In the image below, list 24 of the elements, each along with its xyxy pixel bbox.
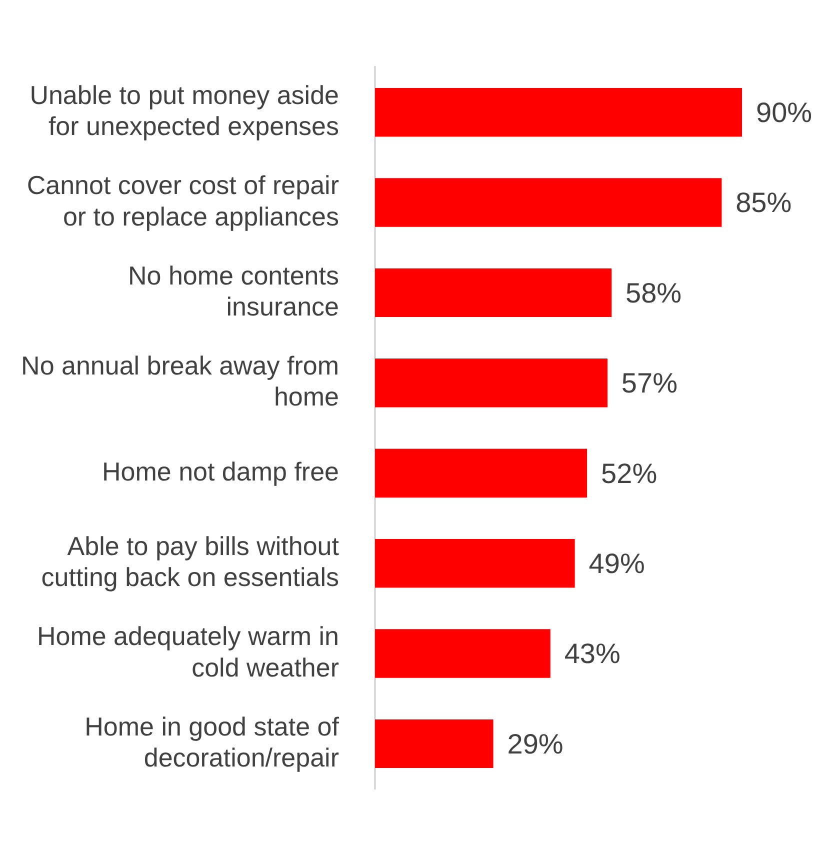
y-tick-label: Unable to put money aside for unexpected expenses xyxy=(30,80,339,142)
data-label: 52% xyxy=(601,458,658,489)
data-label: 58% xyxy=(626,277,682,308)
bar xyxy=(375,719,494,768)
bar xyxy=(375,448,588,498)
data-label: 29% xyxy=(507,728,564,760)
y-tick-label: Home in good state of decoration/repair xyxy=(84,711,340,772)
y-tick-label: Home not damp free xyxy=(102,456,339,486)
y-tick-label: Cannot cover cost of repair or to replace appliances xyxy=(26,170,340,232)
bar xyxy=(375,538,575,588)
bar xyxy=(375,358,608,408)
data-label: 43% xyxy=(564,638,620,670)
data-label: 90% xyxy=(756,97,812,128)
bar xyxy=(375,178,722,227)
y-tick-label: Able to pay bills without cutting back on essentials xyxy=(41,530,340,592)
bar xyxy=(375,629,550,678)
y-tick-label: No annual break away from home xyxy=(21,350,339,412)
data-label: 49% xyxy=(588,548,645,580)
y-tick-label: No home contents insurance xyxy=(128,260,339,322)
data-label: 85% xyxy=(736,187,792,218)
bar xyxy=(375,268,612,318)
data-label: 57% xyxy=(621,368,678,399)
bar xyxy=(375,88,742,137)
y-tick-label: Home adequately warm in cold weather xyxy=(36,621,340,682)
